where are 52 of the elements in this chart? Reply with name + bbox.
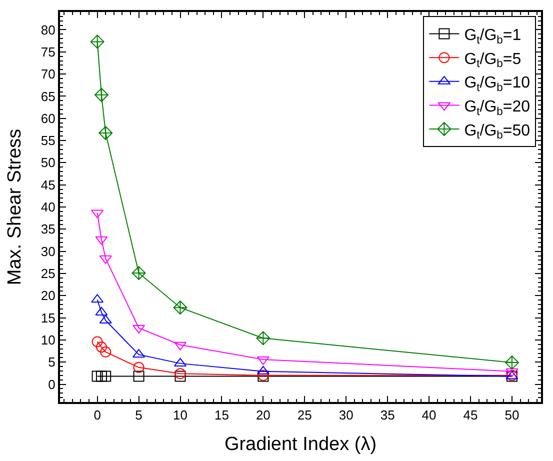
y-tick-label: 55 bbox=[40, 133, 56, 148]
point bbox=[90, 34, 104, 49]
point bbox=[94, 88, 108, 102]
point bbox=[100, 370, 112, 382]
y-tick-label: 70 bbox=[40, 66, 56, 82]
point bbox=[174, 368, 186, 380]
y-tick-label: 45 bbox=[40, 177, 56, 192]
y-tick-label: 5 bbox=[48, 354, 56, 370]
y-tick-label: 75 bbox=[40, 44, 56, 60]
point bbox=[96, 342, 107, 353]
y-tick-label: 0 bbox=[48, 376, 56, 392]
point bbox=[132, 266, 146, 280]
y-tick-label: 60 bbox=[40, 110, 56, 126]
x-tick-label: 30 bbox=[338, 408, 354, 423]
x-tick-label: 0 bbox=[94, 408, 101, 423]
point bbox=[92, 336, 103, 348]
y-tick-label: 30 bbox=[40, 244, 56, 259]
x-tick-label: 20 bbox=[256, 408, 270, 423]
y-tick-label: 65 bbox=[40, 88, 56, 104]
legend-label: G$_{t}$/G$_{b}$=50 bbox=[464, 122, 530, 142]
point bbox=[98, 126, 113, 140]
y-tick-label: 10 bbox=[40, 332, 56, 348]
legend-label: G$_{t}$/G$_{b}$=20 bbox=[464, 98, 530, 118]
y-tick-label: 40 bbox=[40, 200, 56, 215]
y-tick-label: 20 bbox=[40, 288, 56, 304]
x-tick-label: 45 bbox=[463, 408, 478, 423]
y-tick-label: 25 bbox=[40, 266, 56, 282]
point bbox=[133, 370, 144, 382]
point bbox=[92, 370, 103, 382]
point bbox=[100, 346, 112, 358]
y-axis-title: Max. Shear Stress bbox=[4, 128, 26, 286]
x-tick-label: 25 bbox=[297, 408, 312, 423]
legend-label: G$_{t}$/G$_{b}$=5 bbox=[464, 50, 522, 70]
x-tick-label: 10 bbox=[173, 408, 188, 423]
x-tick-label: 50 bbox=[504, 408, 520, 423]
point bbox=[173, 300, 188, 315]
x-tick-label: 15 bbox=[214, 408, 229, 423]
point bbox=[174, 370, 186, 382]
legend-label: G$_{t}$/G$_{b}$=10 bbox=[464, 74, 530, 94]
y-tick-label: 50 bbox=[40, 155, 56, 170]
point bbox=[256, 331, 270, 346]
x-tick-label: 35 bbox=[380, 408, 395, 423]
y-tick-label: 15 bbox=[40, 310, 56, 326]
x-tick-label: 40 bbox=[422, 408, 436, 423]
point bbox=[133, 362, 144, 373]
point bbox=[96, 370, 107, 382]
x-axis-title: Gradient Index (λ) bbox=[224, 434, 377, 455]
x-tick-label: 5 bbox=[135, 408, 142, 423]
point bbox=[504, 356, 519, 370]
legend-label: G$_{t}$/G$_{b}$=1 bbox=[464, 27, 522, 46]
y-tick-label: 35 bbox=[40, 222, 56, 237]
y-tick-label: 80 bbox=[40, 22, 56, 38]
